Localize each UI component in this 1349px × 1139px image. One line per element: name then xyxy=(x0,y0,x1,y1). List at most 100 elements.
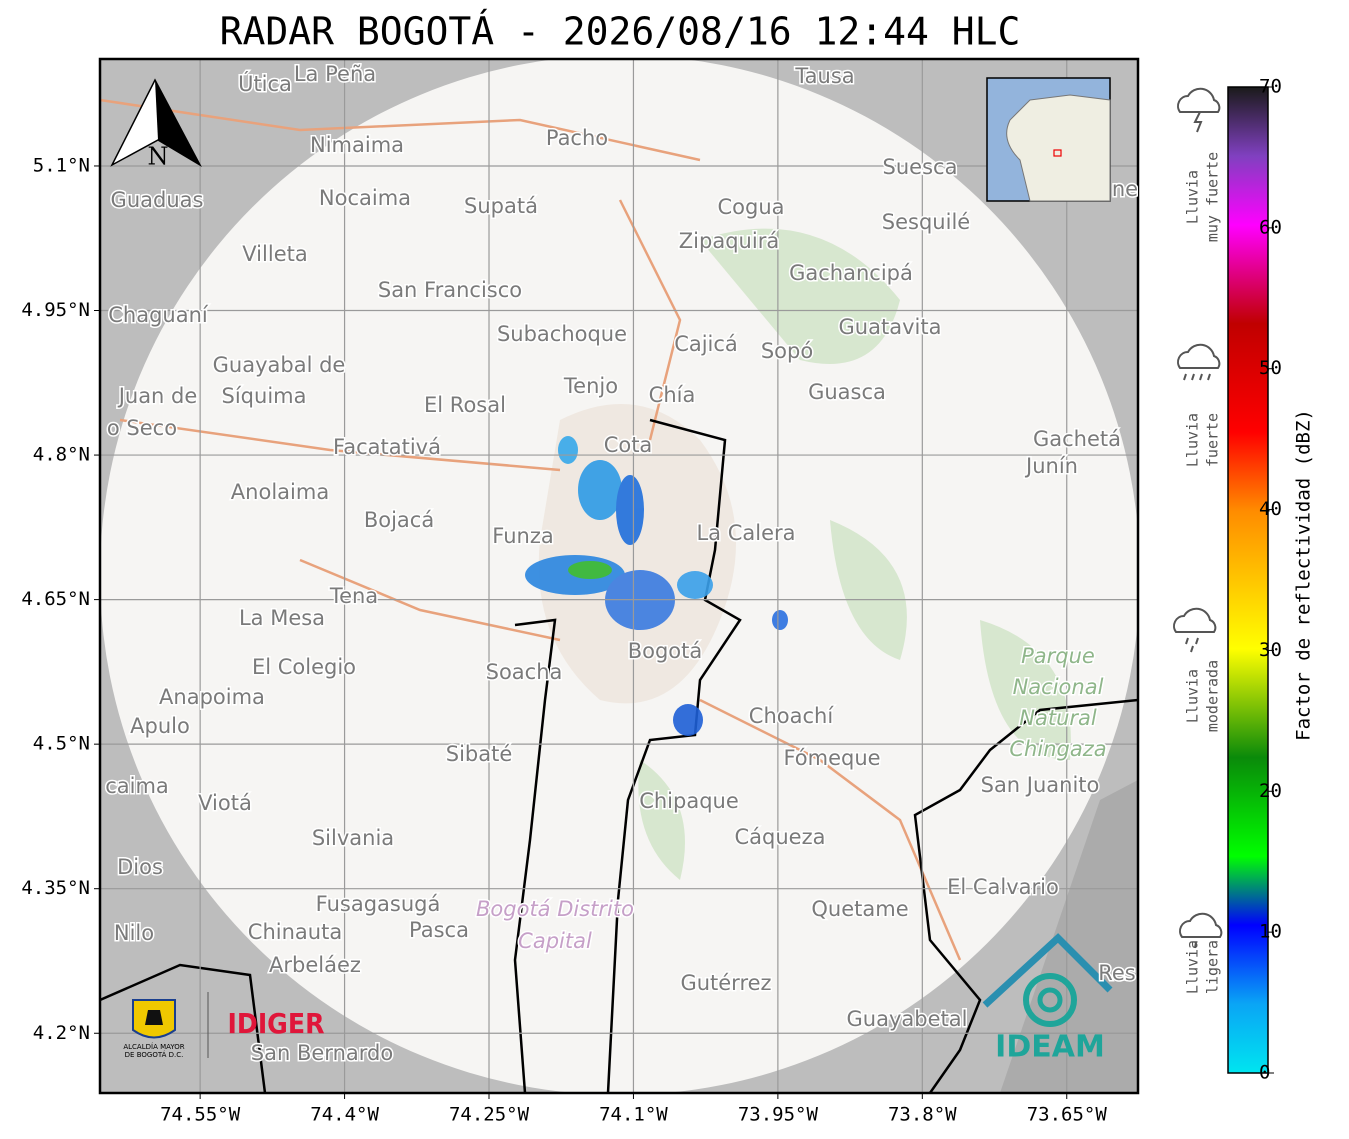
place-label: Viotá xyxy=(198,791,252,815)
place-label: Síquima xyxy=(222,384,307,408)
map-frame xyxy=(98,57,1140,1095)
x-tick-label: 74.1°W xyxy=(599,1104,668,1126)
rain-category: fuerte xyxy=(1204,413,1222,467)
y-tick-label: 4.65°N xyxy=(21,588,90,610)
rain-icons xyxy=(1173,87,1223,949)
place-label: Chipaque xyxy=(639,789,739,813)
place-label: Quetame xyxy=(811,897,908,921)
place-label: El Colegio xyxy=(252,655,356,679)
place-label: Arbeláez xyxy=(269,953,361,977)
place-label: El Rosal xyxy=(424,393,506,417)
y-tick-label: 5.1°N xyxy=(33,154,90,176)
place-label: Tausa xyxy=(794,64,854,88)
place-label: Chaguaní xyxy=(108,303,209,327)
map-background xyxy=(100,59,1138,1093)
place-label: Chinauta xyxy=(248,920,342,944)
colorbar-tick-label: 30 xyxy=(1259,639,1282,661)
x-tick-label: 73.65°W xyxy=(1027,1104,1108,1126)
place-label: San Juanito xyxy=(981,773,1100,797)
place-label: Cogua xyxy=(717,195,784,219)
rain-category: Lluvia xyxy=(1184,170,1202,224)
place-label: Suesca xyxy=(883,155,958,179)
rain-category: Lluvia xyxy=(1184,940,1202,994)
place-label: Nilo xyxy=(114,921,154,945)
place-label: Fusagasugá xyxy=(316,892,441,916)
park-label: Chingaza xyxy=(1009,737,1106,761)
colorbar-tick-label: 20 xyxy=(1259,780,1282,802)
place-label: Gachancipá xyxy=(789,261,913,285)
y-tick-label: 4.35°N xyxy=(21,877,90,899)
place-label: Apulo xyxy=(130,714,190,738)
place-label: La Calera xyxy=(696,521,795,545)
place-label: Tenjo xyxy=(563,374,618,398)
place-label: Sibaté xyxy=(446,742,513,766)
rain-category: ligera xyxy=(1204,940,1222,994)
x-tick-label: 74.25°W xyxy=(449,1104,530,1126)
title: RADAR BOGOTÁ - 2026/08/16 12:44 HLC xyxy=(220,10,1021,54)
place-label: Bojacá xyxy=(364,508,434,532)
place-label: Villeta xyxy=(242,242,307,266)
y-tick-label: 4.5°N xyxy=(33,733,90,755)
place-label: Pacho xyxy=(546,126,608,150)
place-label: Junín xyxy=(1024,454,1078,478)
place-label: Guayabal de xyxy=(213,353,346,377)
place-label: Guaduas xyxy=(111,188,204,212)
place-label: Facatativá xyxy=(333,435,441,459)
place-label: ne xyxy=(1112,177,1138,201)
alcaldia-logo-text: DE BOGOTÁ D.C. xyxy=(125,1050,184,1059)
colorbar xyxy=(1227,86,1269,1074)
place-label: San Bernardo xyxy=(251,1041,393,1065)
place-label: Sesquilé xyxy=(882,210,970,234)
district-label: Bogotá Distrito xyxy=(476,897,634,921)
place-label: Cáqueza xyxy=(735,825,826,849)
idiger-logo: IDIGER xyxy=(228,1007,325,1040)
x-tick-label: 74.55°W xyxy=(160,1104,241,1126)
colorbar-label: Factor de reflectividad (dBZ) xyxy=(1293,409,1315,741)
place-label: San Francisco xyxy=(378,278,522,302)
place-labels: Útica La Peña Tausa Pacho Nimaima Suesca Guadu… xyxy=(104,61,1138,1067)
y-tick-label: 4.2°N xyxy=(33,1022,90,1044)
y-tick-label: 4.95°N xyxy=(21,299,90,321)
ideam-logo: IDEAM xyxy=(995,1030,1105,1065)
x-tick-label: 74.4°W xyxy=(310,1104,379,1126)
x-tick-label: 73.8°W xyxy=(888,1104,957,1126)
x-tick-label: 73.95°W xyxy=(738,1104,819,1126)
colorbar-tick-label: 60 xyxy=(1259,216,1282,238)
place-label: Tena xyxy=(329,584,378,608)
place-label: La Mesa xyxy=(239,606,325,630)
rain-category: muy fuerte xyxy=(1204,152,1222,242)
place-label: Funza xyxy=(492,524,553,548)
park-label: Parque xyxy=(1021,644,1095,668)
place-label: Pasca xyxy=(409,918,469,942)
place-label: Bogotá xyxy=(628,639,703,663)
district-label: Capital xyxy=(518,929,592,953)
place-label: Fómeque xyxy=(783,746,880,770)
place-label: Nimaima xyxy=(310,133,404,157)
place-label: Anapoima xyxy=(159,685,265,709)
y-tick-label: 4.8°N xyxy=(33,444,90,466)
place-label: Guasca xyxy=(808,380,886,404)
rain-category: Lluvia xyxy=(1184,413,1202,467)
place-label: Chía xyxy=(649,383,696,407)
place-label: Sopó xyxy=(761,339,813,363)
place-label: Dios xyxy=(117,855,163,879)
place-label: Guatavita xyxy=(839,315,942,339)
colorbar-tick-label: 70 xyxy=(1259,76,1282,98)
place-label: Soacha xyxy=(486,660,563,684)
place-label: Útica xyxy=(238,71,292,96)
place-label: Cajicá xyxy=(674,332,738,356)
place-label: caima xyxy=(105,774,169,798)
place-label: Silvania xyxy=(312,826,394,850)
place-label: Zipaquirá xyxy=(679,229,779,253)
place-label: Choachí xyxy=(749,704,835,728)
colorbar-tick-label: 10 xyxy=(1259,921,1282,943)
colorbar-tick-label: 0 xyxy=(1259,1062,1270,1084)
place-label: Guayabetal xyxy=(847,1007,968,1031)
north-label: N xyxy=(148,143,169,171)
place-label: Nocaima xyxy=(319,186,411,210)
alcaldia-logo-text: ALCALDÍA MAYOR xyxy=(123,1042,184,1051)
rain-category: moderada xyxy=(1204,660,1222,732)
place-label: Res xyxy=(1098,961,1136,985)
place-label: Subachoque xyxy=(497,322,627,346)
colorbar-tick-label: 50 xyxy=(1259,357,1282,379)
